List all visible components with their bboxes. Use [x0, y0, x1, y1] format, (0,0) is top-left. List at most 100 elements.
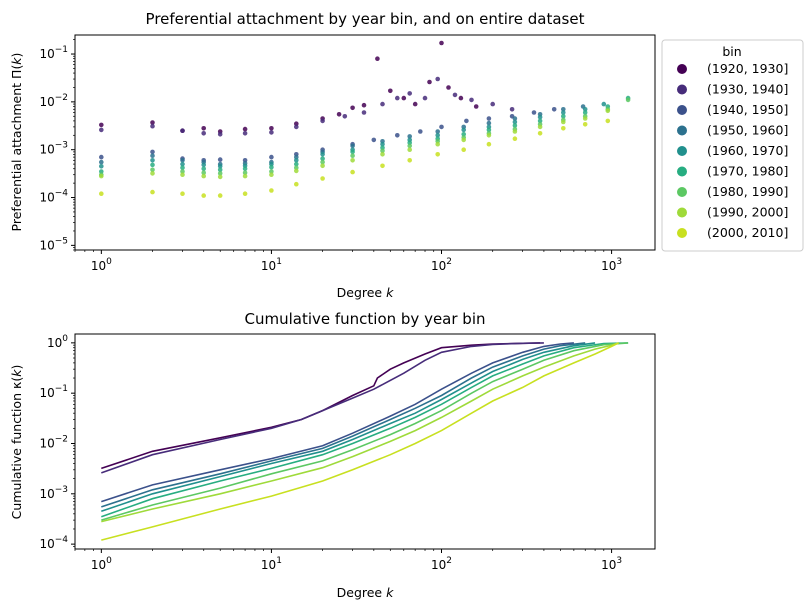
scatter-point — [422, 95, 428, 101]
scatter-point — [605, 118, 611, 124]
scatter-point — [180, 172, 185, 177]
legend-marker — [677, 187, 687, 197]
scatter-point — [412, 101, 418, 107]
scatter-point — [217, 171, 223, 176]
scatter-point — [601, 101, 607, 107]
scatter-point — [388, 88, 393, 94]
scatter-point — [269, 169, 274, 174]
chart-title: Preferential attachment by year bin, and… — [146, 10, 585, 28]
x-tick-label: 102 — [431, 556, 452, 572]
legend-marker — [677, 84, 687, 95]
scatter-point — [407, 158, 413, 163]
scatter-point — [269, 172, 274, 177]
scatter-point — [407, 91, 413, 96]
legend-marker — [677, 228, 687, 238]
legend-label: (1980, 1990] — [707, 184, 788, 199]
scatter-point — [380, 163, 385, 169]
scatter-point — [361, 102, 367, 108]
scatter-point — [561, 126, 566, 131]
scatter-point — [371, 137, 377, 143]
scatter-point — [150, 171, 155, 176]
series-line — [101, 342, 574, 503]
scatter-point — [180, 169, 185, 174]
scatter-point — [150, 162, 155, 168]
scatter-point — [269, 130, 274, 135]
series-line — [101, 342, 541, 470]
scatter-point — [551, 107, 557, 112]
scatter-point — [150, 120, 155, 125]
scatter-point — [99, 154, 104, 160]
scatter-point — [217, 164, 223, 169]
scatter-point — [99, 191, 104, 196]
legend-label: (1930, 1940] — [707, 82, 788, 97]
legend-label: (2000, 2010] — [707, 225, 788, 240]
legend-marker — [677, 207, 687, 218]
scatter-point — [201, 193, 206, 198]
scatter-point — [242, 173, 248, 179]
scatter-point — [435, 152, 441, 157]
scatter-point — [512, 129, 518, 134]
scatter-point — [99, 159, 104, 165]
scatter-point — [242, 191, 248, 196]
scatter-point — [537, 118, 543, 124]
scatter-marks — [99, 40, 631, 198]
scatter-point — [380, 101, 385, 107]
scatter-point — [380, 141, 385, 147]
legend-marker — [677, 125, 687, 136]
plot-frame — [74, 333, 656, 550]
scatter-point — [180, 128, 185, 133]
scatter-point — [320, 152, 325, 157]
scatter-point — [375, 56, 380, 61]
scatter-point — [217, 132, 223, 137]
y-tick-label: 10−3 — [39, 141, 68, 157]
scatter-point — [537, 114, 543, 120]
scatter-point — [486, 127, 492, 133]
x-axis-label: Degree k — [337, 285, 394, 300]
scatter-point — [150, 189, 155, 195]
scatter-point — [512, 119, 518, 125]
scatter-point — [361, 110, 367, 115]
y-tick-label: 10−2 — [39, 93, 68, 109]
scatter-point — [269, 188, 274, 193]
legend-label: (1920, 1930] — [707, 61, 788, 76]
scatter-point — [201, 166, 206, 171]
y-axis: 10−4 10−3 10−2 10−1 100 — [39, 334, 75, 551]
legend-label: (1960, 1970] — [707, 143, 788, 158]
y-axis: 10−5 10−4 10−3 10−2 10−1 — [39, 39, 75, 252]
y-tick-label: 10−4 — [39, 535, 68, 551]
scatter-point — [486, 116, 492, 121]
x-tick-label: 100 — [91, 257, 112, 273]
series-line — [101, 342, 596, 513]
scatter-point — [269, 126, 274, 131]
scatter-point — [294, 158, 299, 163]
scatter-point — [350, 143, 355, 149]
scatter-point — [217, 193, 223, 198]
scatter-point — [512, 116, 518, 121]
legend-label: (1950, 1960] — [707, 123, 788, 138]
scatter-point — [561, 107, 566, 112]
scatter-point — [407, 140, 413, 145]
scatter-point — [582, 107, 588, 112]
x-axis: 100 101 102 103 — [74, 250, 622, 273]
scatter-point — [180, 158, 185, 163]
scatter-point — [294, 161, 299, 167]
scatter-point — [473, 104, 479, 109]
scatter-point — [320, 159, 325, 165]
scatter-point — [201, 170, 206, 175]
scatter-point — [150, 123, 155, 129]
scatter-point — [350, 169, 355, 175]
scatter-point — [582, 122, 588, 127]
scatter-point — [350, 105, 355, 111]
scatter-point — [486, 141, 492, 147]
series-line — [101, 342, 586, 508]
legend-marker — [677, 146, 687, 156]
legend-label: (1940, 1950] — [707, 102, 788, 117]
scatter-point — [180, 161, 185, 167]
scatter-point — [99, 169, 104, 174]
scatter-point — [217, 157, 223, 162]
scatter-point — [380, 152, 385, 157]
chart-title: Cumulative function by year bin — [244, 310, 485, 328]
scatter-point — [439, 124, 444, 130]
scatter-point — [435, 76, 441, 82]
